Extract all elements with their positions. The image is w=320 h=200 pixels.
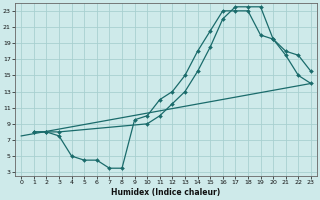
- X-axis label: Humidex (Indice chaleur): Humidex (Indice chaleur): [111, 188, 221, 197]
